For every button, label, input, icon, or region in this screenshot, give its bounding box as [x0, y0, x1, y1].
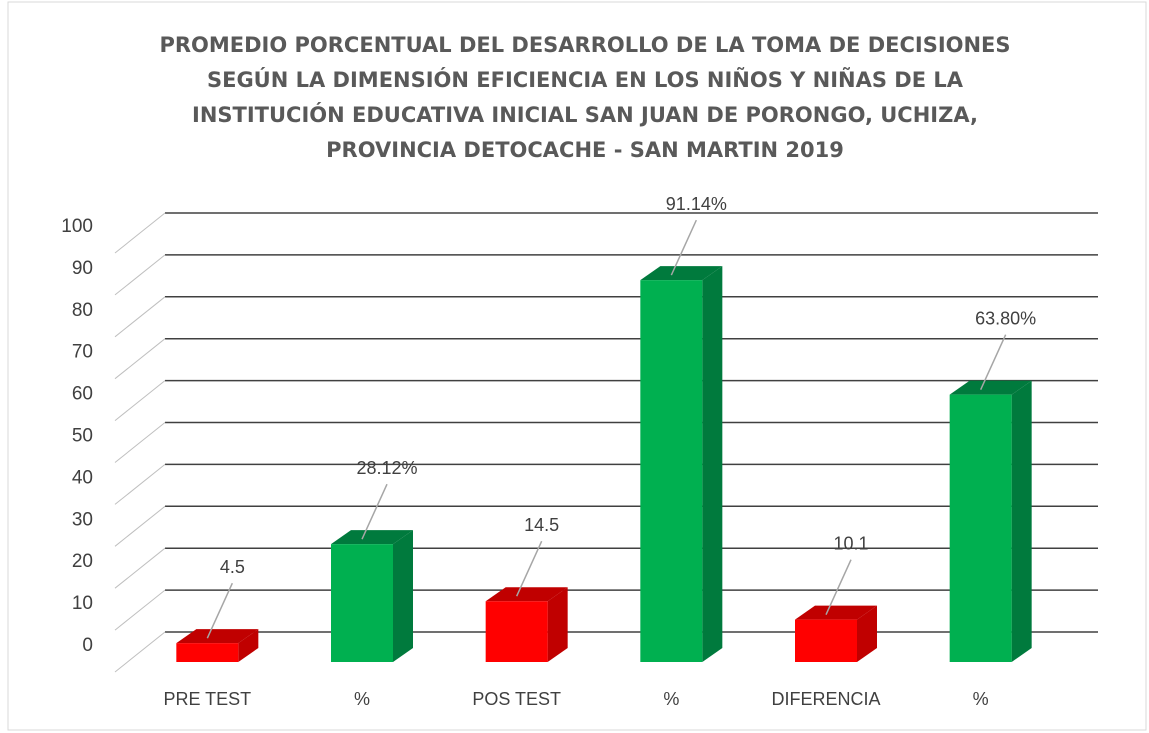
y-tick-label: 0	[82, 635, 93, 656]
bar	[176, 629, 259, 662]
bar-front	[176, 643, 239, 662]
y-tick-label: 80	[72, 300, 93, 321]
y-tick-label: 40	[72, 467, 93, 488]
leader-line	[361, 483, 388, 540]
x-tick-label: %	[973, 689, 989, 709]
bar	[331, 530, 413, 662]
bar-top	[640, 266, 723, 281]
grid-line-side	[114, 589, 166, 631]
bar-top	[795, 605, 877, 620]
y-tick-label: 30	[72, 509, 93, 530]
x-tick-label: PRE TEST	[163, 689, 251, 709]
x-tick-label: %	[354, 689, 370, 709]
grid-line-side	[114, 338, 166, 380]
leader-line	[825, 559, 852, 615]
grid-line-side	[114, 464, 166, 505]
leader-line	[515, 540, 543, 597]
grid-line-side	[114, 254, 166, 296]
bar-side	[857, 605, 877, 662]
bar	[795, 605, 877, 662]
x-tick-label: POS TEST	[472, 689, 561, 709]
value-label: 28.12%	[356, 458, 417, 478]
value-label: 10.1	[833, 533, 868, 553]
bar-side	[393, 530, 413, 662]
chart-title: PROMEDIO PORCENTUAL DEL DESARROLLO DE LA…	[159, 33, 1010, 57]
x-tick-label: %	[663, 689, 679, 709]
bar-top	[485, 587, 568, 602]
y-tick-label: 10	[72, 593, 93, 614]
grid-line-side	[114, 505, 166, 547]
bar-front	[949, 394, 1012, 662]
bar-front	[640, 280, 703, 662]
y-tick-label: 90	[72, 258, 93, 279]
grid-line-side	[114, 422, 166, 463]
grid-line-side	[114, 631, 166, 673]
x-tick-label: DIFERENCIA	[771, 689, 880, 709]
value-label: 91.14%	[666, 194, 727, 214]
grid-line-side	[114, 547, 166, 589]
leader-line	[670, 219, 698, 276]
chart-title: INSTITUCIÓN EDUCATIVA INICIAL SAN JUAN D…	[192, 102, 978, 127]
bar-top	[176, 629, 259, 644]
y-tick-label: 70	[72, 342, 93, 363]
bar-top	[331, 530, 413, 545]
bar	[949, 380, 1032, 662]
bar-front	[331, 544, 393, 662]
value-label: 4.5	[220, 557, 245, 577]
chart-title: SEGÚN LA DIMENSIÓN EFICIENCIA EN LOS NIÑ…	[207, 67, 964, 92]
bar-side	[238, 629, 259, 662]
bar-side	[547, 587, 568, 662]
y-tick-label: 100	[61, 216, 93, 237]
grid-line-side	[114, 212, 166, 254]
bar-front	[485, 601, 548, 662]
bar	[640, 266, 723, 662]
bar-side	[1011, 380, 1032, 662]
leader-line	[979, 334, 1007, 390]
bar-front	[795, 619, 857, 662]
bar-side	[702, 266, 723, 662]
value-label: 63.80%	[975, 308, 1036, 328]
bar-top	[949, 380, 1032, 395]
value-label: 14.5	[524, 515, 559, 535]
grid-line-side	[114, 380, 166, 421]
bar	[485, 587, 568, 662]
chart-title: PROVINCIA DETOCACHE - SAN MARTIN 2019	[326, 138, 844, 162]
y-tick-label: 60	[72, 384, 93, 405]
y-tick-label: 50	[72, 426, 93, 447]
y-tick-label: 20	[72, 551, 93, 572]
leader-line	[206, 582, 234, 639]
grid-line-side	[114, 296, 166, 338]
